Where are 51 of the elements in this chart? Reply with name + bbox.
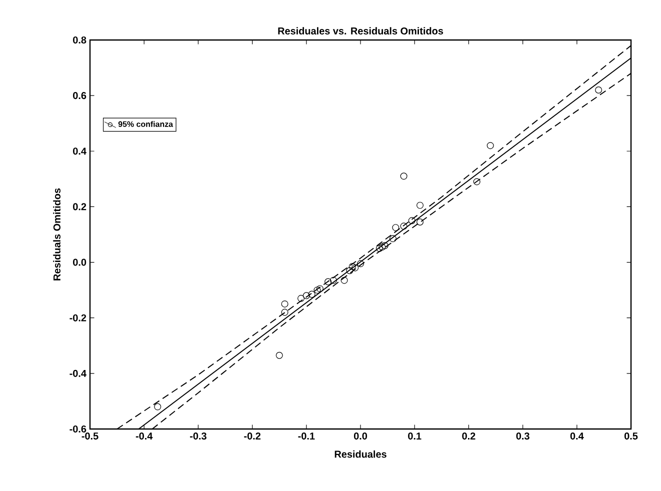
point	[340, 276, 348, 284]
x-tick-label: -0.2	[244, 432, 260, 440]
point	[381, 242, 388, 250]
y-tick-label: -0.2	[70, 314, 86, 322]
chart-title: Residuales vs. Residuals Omitidos	[278, 27, 444, 34]
x-tick-label: -0.4	[136, 432, 153, 440]
point	[416, 202, 424, 209]
y-axis-title: Residuals Omitidos	[53, 188, 60, 280]
point	[376, 244, 383, 252]
x-tick-label: 0.3	[516, 432, 530, 440]
point	[378, 244, 386, 250]
y-tick-label: 0.2	[73, 203, 86, 210]
x-axis-title: Residuales	[334, 450, 386, 458]
x-tick-label: 0.4	[570, 432, 584, 440]
point	[281, 308, 288, 316]
point	[330, 276, 337, 284]
y-tick-label: 0.4	[73, 148, 86, 155]
point	[400, 172, 408, 180]
y-tick-label: -0.6	[70, 425, 86, 433]
point	[348, 262, 356, 270]
point	[357, 260, 364, 268]
point	[281, 300, 288, 308]
y-tick-label: 0.6	[73, 92, 86, 100]
point	[346, 267, 354, 274]
point	[416, 218, 424, 226]
x-tick-label: 0.2	[462, 432, 476, 440]
point	[276, 352, 283, 359]
y-tick-label: -0.4	[70, 370, 86, 377]
point	[408, 217, 416, 224]
point	[308, 290, 316, 298]
x-tick-label: 0.5	[624, 432, 638, 440]
point	[316, 285, 324, 292]
x-tick-label: 0.1	[408, 432, 422, 440]
x-tick-label: -0.3	[190, 432, 206, 440]
x-tick-label: -0.1	[298, 432, 315, 440]
y-tick-label: 0.0	[73, 258, 86, 266]
point	[400, 222, 408, 230]
point	[392, 224, 400, 232]
point	[389, 235, 396, 242]
point	[473, 178, 480, 186]
y-tick-label: 0.8	[73, 36, 86, 44]
point	[352, 264, 359, 272]
point	[486, 142, 494, 150]
point	[302, 292, 310, 300]
point	[324, 278, 332, 286]
point	[314, 286, 321, 294]
point	[298, 294, 304, 302]
x-tick-label: -0.5	[82, 432, 98, 440]
x-tick-label: 0.0	[354, 432, 368, 440]
point	[595, 86, 602, 94]
point	[154, 403, 162, 410]
